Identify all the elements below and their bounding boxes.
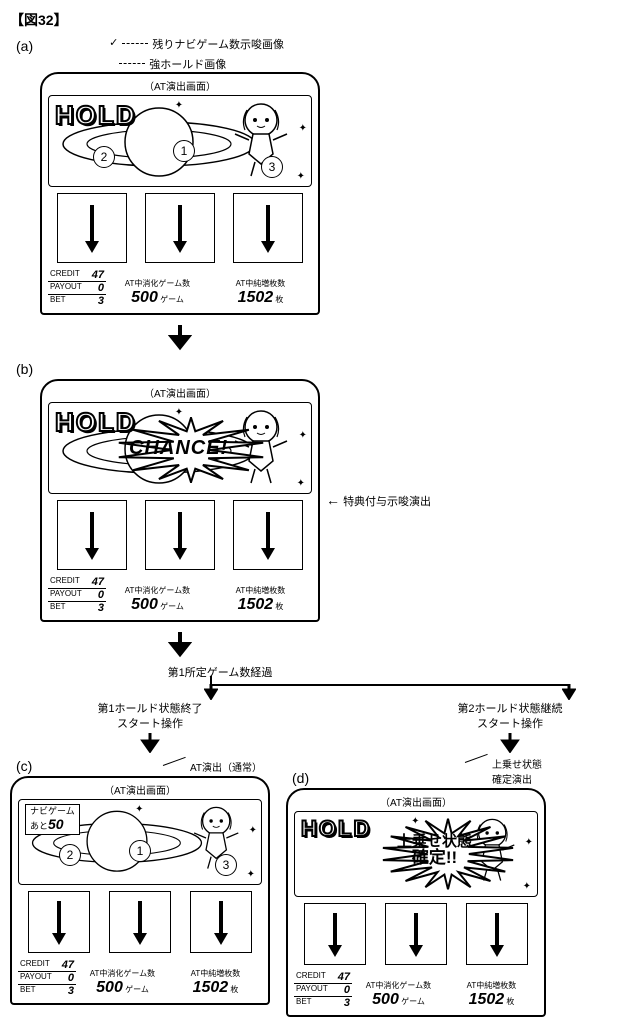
star-icon: ✦ — [297, 171, 305, 182]
sublabel-d: (d) — [292, 770, 309, 786]
reel-3 — [190, 891, 252, 953]
uwanose-burst: 上乗せ状態確定!! — [373, 818, 523, 893]
stats-row: CREDIT47 PAYOUT0 BET3 AT中消化ゲーム数 500 ゲーム … — [18, 959, 262, 997]
reel-3 — [233, 500, 303, 570]
star-icon: ✦ — [135, 804, 143, 815]
flow-arrow-a-b — [10, 323, 350, 351]
reel-row — [48, 500, 312, 570]
credit-block: CREDIT47 PAYOUT0 BET3 — [48, 576, 106, 614]
flow-arrow-b-branch — [10, 630, 350, 658]
stat-games: AT中消化ゲーム数 500 ゲーム — [76, 968, 169, 997]
screen-d: （AT演出画面） HOLD✦✦✦ 上乗せ状態確定!! CREDIT47 PAYO… — [286, 788, 546, 1017]
stat-games: AT中消化ゲーム数 500 ゲーム — [106, 278, 209, 307]
callout-at-normal: AT演出（通常） — [163, 759, 262, 774]
sublabel-c: (c) — [16, 758, 32, 774]
credit-block: CREDIT47 PAYOUT0 BET3 — [18, 959, 76, 997]
chance-burst: CHANCE! — [107, 417, 275, 486]
screen-a: （AT演出画面） HOLD 2 1 3 ✦ ✦ ✦ CREDIT47 PAYOUT0 BET… — [40, 72, 320, 315]
star-icon: ✦ — [249, 825, 257, 836]
screen-caption: （AT演出画面） — [48, 78, 312, 93]
branch-right-label: 第2ホールド状態継続 スタート操作 — [410, 702, 610, 731]
star-icon: ✦ — [297, 478, 305, 489]
hold-label: HOLD — [301, 816, 371, 842]
panels-cd-row: (c) AT演出（通常） （AT演出画面） ナビゲーム あと50 2 1 3 ✦ ✦ ✦ … — [10, 756, 630, 1017]
display-area: HOLD✦✦✦ 上乗せ状態確定!! — [294, 811, 538, 897]
star-icon: ✦ — [247, 869, 255, 880]
reel-row — [18, 891, 262, 953]
circle-3: 3 — [215, 854, 237, 876]
display-area: ナビゲーム あと50 2 1 3 ✦ ✦ ✦ — [18, 799, 262, 885]
screen-caption: （AT演出画面） — [48, 385, 312, 400]
reel-1 — [57, 193, 127, 263]
annot-bonus-suggestion: ← 特典付与示唆演出 — [326, 492, 431, 509]
figure-title: 【図32】 — [10, 10, 630, 30]
circle-2: 2 — [59, 844, 81, 866]
stats-row: CREDIT47 PAYOUT0 BET3 AT中消化ゲーム数 500 ゲーム … — [48, 269, 312, 307]
reel-2 — [109, 891, 171, 953]
hold-label: HOLD — [55, 100, 137, 131]
callout-uwanose: 上乗せ状態 確定演出 — [465, 756, 542, 786]
annot-remaining-navi: ✓残りナビゲーム数示唆画像 — [109, 36, 284, 52]
circle-1: 1 — [173, 140, 195, 162]
reel-row — [294, 903, 538, 965]
reel-2 — [145, 500, 215, 570]
first-predetermined-label: 第1所定ゲーム数経過 — [168, 666, 273, 680]
stats-row: CREDIT47 PAYOUT0 BET3 AT中消化ゲーム数 500 ゲーム … — [48, 576, 312, 614]
star-icon: ✦ — [525, 837, 533, 848]
reel-2 — [145, 193, 215, 263]
stat-net: AT中純増枚数 1502 枚 — [209, 278, 312, 307]
stat-net: AT中純増枚数 1502 枚 — [169, 968, 262, 997]
display-area: HOLD✦✦✦ CHANCE! — [48, 402, 312, 494]
stat-net: AT中純増枚数 1502 枚 — [209, 585, 312, 614]
credit-block: CREDIT47 PAYOUT0 BET3 — [294, 971, 352, 1009]
star-icon: ✦ — [299, 123, 307, 134]
screen-b: （AT演出画面） HOLD✦✦✦ CHANCE! CREDIT47 PAYOUT… — [40, 379, 320, 622]
stat-net: AT中純増枚数 1502 枚 — [445, 980, 538, 1009]
sublabel-a: (a) — [16, 38, 33, 70]
reel-1 — [28, 891, 90, 953]
reel-row — [48, 193, 312, 263]
stats-row: CREDIT47 PAYOUT0 BET3 AT中消化ゲーム数 500 ゲーム … — [294, 971, 538, 1009]
branch-area: 第1所定ゲーム数経過 第1ホールド状態終了 スタート操作 第2ホールド状態継続 … — [10, 666, 630, 756]
screen-caption: （AT演出画面） — [294, 794, 538, 809]
circle-2: 2 — [93, 146, 115, 168]
circle-1: 1 — [129, 840, 151, 862]
reel-1 — [57, 500, 127, 570]
circle-3: 3 — [261, 156, 283, 178]
stat-games: AT中消化ゲーム数 500 ゲーム — [352, 980, 445, 1009]
display-area: HOLD 2 1 3 ✦ ✦ ✦ — [48, 95, 312, 187]
reel-3 — [466, 903, 528, 965]
star-icon: ✦ — [523, 881, 531, 892]
reel-2 — [385, 903, 447, 965]
sublabel-b: (b) — [16, 361, 33, 377]
reel-1 — [304, 903, 366, 965]
panel-a-row: (a) ✓残りナビゲーム数示唆画像 強ホールド画像 — [10, 36, 630, 72]
branch-left-label: 第1ホールド状態終了 スタート操作 — [50, 702, 250, 731]
star-icon: ✦ — [175, 100, 183, 111]
annot-strong-hold: 強ホールド画像 — [109, 56, 284, 72]
stat-games: AT中消化ゲーム数 500 ゲーム — [106, 585, 209, 614]
reel-3 — [233, 193, 303, 263]
navi-count-box: ナビゲーム あと50 — [25, 804, 80, 835]
star-icon: ✦ — [299, 430, 307, 441]
screen-caption: （AT演出画面） — [18, 782, 262, 797]
screen-c: （AT演出画面） ナビゲーム あと50 2 1 3 ✦ ✦ ✦ CREDIT47 PAYO… — [10, 776, 270, 1005]
panel-b-row: (b) — [10, 359, 630, 379]
credit-block: CREDIT47 PAYOUT0 BET3 — [48, 269, 106, 307]
